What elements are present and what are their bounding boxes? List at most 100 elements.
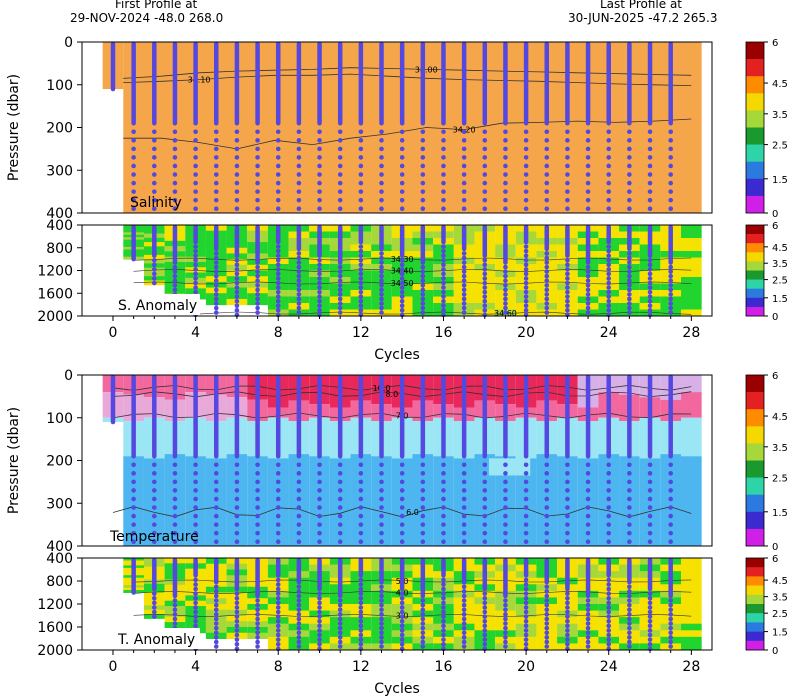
profile-dot — [358, 257, 364, 263]
profile-dot — [213, 602, 219, 608]
profile-dot — [255, 197, 260, 203]
profile-marker-13 — [379, 557, 384, 649]
profile-dot — [379, 189, 384, 194]
profile-dot — [151, 267, 157, 272]
profile-dot — [523, 582, 529, 587]
profile-dot — [296, 612, 302, 617]
profile-marker-10 — [317, 224, 322, 318]
profile-dot — [193, 600, 198, 606]
anomaly-cell — [681, 590, 702, 598]
profile-dot — [585, 146, 591, 152]
profile-dot — [482, 197, 488, 203]
profile-dot — [172, 138, 178, 143]
profile-dot — [565, 595, 570, 601]
colorbar-tick-label: 4.5 — [772, 79, 788, 90]
profile-marker-15 — [420, 374, 426, 545]
profile-dot — [213, 189, 219, 194]
profile-dot — [420, 287, 426, 293]
profile-dot — [296, 278, 302, 284]
profile-dot — [523, 471, 529, 476]
profile-dot — [606, 496, 612, 502]
x-tick-label: 0 — [109, 659, 118, 675]
profile-dot — [503, 462, 508, 468]
profile-dot — [441, 267, 446, 272]
profile-dot — [296, 206, 302, 212]
profile-dot — [337, 598, 343, 603]
profile-dot — [317, 595, 322, 601]
profile-dot — [296, 602, 302, 608]
profile-dot — [544, 129, 550, 135]
profile-dot — [606, 294, 612, 299]
profile-dot — [565, 614, 570, 619]
anomaly-cell — [681, 264, 702, 271]
profile-dot — [565, 623, 570, 629]
profile-dot — [544, 292, 550, 297]
profile-dot — [668, 287, 673, 293]
profile-dot — [296, 644, 302, 649]
profile-dot — [503, 129, 508, 135]
y-tick-label: 2000 — [37, 643, 73, 659]
profile-dot — [461, 496, 467, 502]
profile-dot — [337, 602, 343, 608]
profile-dot — [441, 600, 446, 606]
profile-dot — [627, 180, 632, 186]
profile-dot — [461, 264, 467, 270]
profile-dot — [296, 616, 302, 622]
profile-dot — [606, 253, 612, 259]
profile-dot — [668, 598, 673, 603]
profile-dot — [668, 273, 673, 279]
profile-dot — [213, 287, 219, 293]
profile-dot — [358, 591, 364, 596]
profile-dot — [668, 625, 673, 631]
profile-dot — [461, 630, 467, 636]
profile-dot — [172, 607, 178, 613]
profile-dot — [275, 637, 281, 642]
profile-marker-14 — [399, 557, 405, 652]
profile-dot — [337, 197, 343, 203]
x-tick-label: 8 — [274, 659, 283, 675]
profile-dot — [503, 479, 508, 485]
profile-dot — [523, 488, 529, 493]
profile-dot — [606, 539, 612, 545]
profile-dot — [420, 621, 426, 626]
profile-dot — [275, 609, 281, 615]
profile-dot — [482, 267, 488, 272]
profile-dot — [627, 301, 632, 306]
profile-dot — [441, 129, 446, 135]
profile-dot — [482, 308, 488, 313]
profile-marker-5 — [213, 224, 219, 315]
profile-dot — [399, 262, 405, 268]
profile-marker-16 — [441, 557, 446, 652]
profile-dot — [441, 505, 446, 510]
profile-dot — [627, 479, 632, 485]
profile-dot — [523, 623, 529, 629]
profile-dot — [420, 296, 426, 302]
profile-dot — [482, 623, 488, 629]
profile-dot — [647, 628, 653, 633]
y-tick-label: 200 — [46, 121, 73, 137]
profile-marker-6 — [234, 557, 240, 652]
temperature-cell — [453, 458, 475, 546]
profile-dot — [668, 496, 673, 502]
profile-dot — [585, 287, 591, 293]
profile-dot — [358, 244, 364, 249]
colorbar-frame — [745, 41, 765, 214]
profile-dot — [627, 206, 632, 212]
profile-dot — [503, 635, 508, 640]
profile-dot — [131, 180, 136, 186]
profile-dot — [317, 206, 322, 212]
profile-dot — [441, 586, 446, 592]
profile-dot — [627, 471, 632, 476]
y-axis-label: Pressure (dbar) — [6, 407, 22, 514]
profile-dot — [275, 488, 281, 493]
profile-dot — [606, 172, 612, 177]
profile-dot — [585, 644, 591, 649]
profile-dot — [255, 129, 260, 135]
profile-dot — [606, 262, 612, 268]
profile-dot — [296, 264, 302, 270]
profile-dot — [544, 189, 550, 194]
profile-dot — [213, 172, 219, 177]
x-tick-label: 4 — [191, 325, 200, 341]
profile-dot — [337, 621, 343, 626]
profile-dot — [234, 146, 240, 152]
